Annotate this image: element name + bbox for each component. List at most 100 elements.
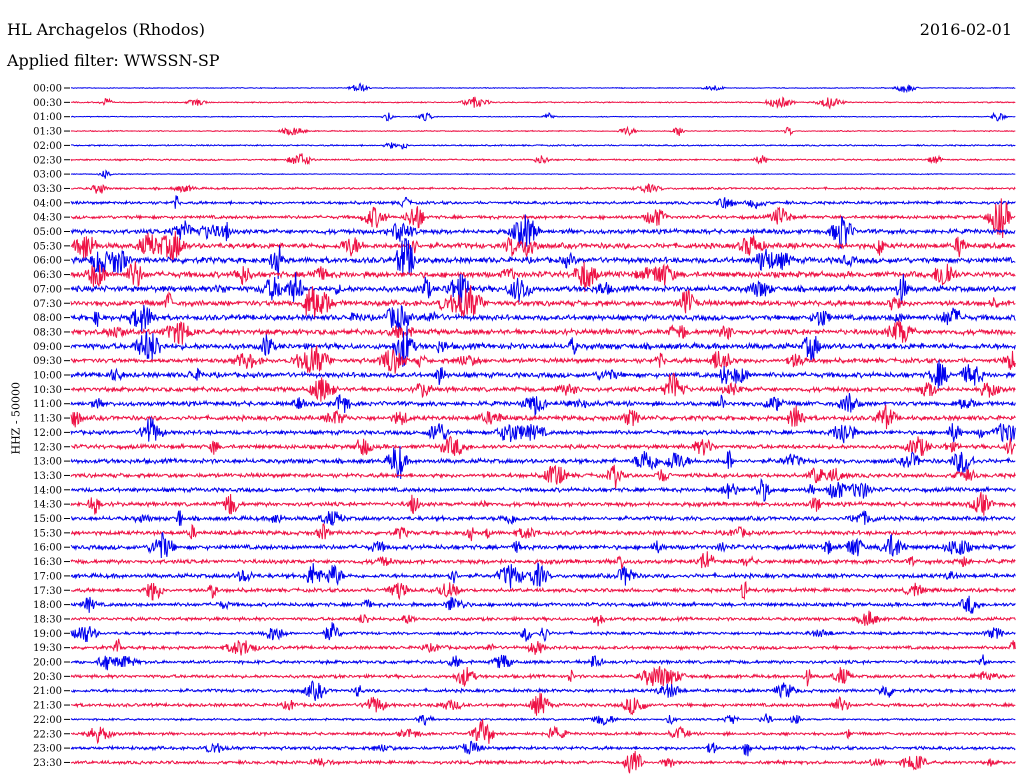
seismic-trace xyxy=(70,750,1016,774)
row-time-label: 23:00 xyxy=(33,744,62,755)
station-title: HL Archagelos (Rhodos) xyxy=(7,20,205,39)
seismic-trace xyxy=(70,183,1016,194)
seismic-trace xyxy=(70,692,1016,716)
seismic-trace xyxy=(70,740,1016,757)
row-time-label: 12:30 xyxy=(33,442,62,453)
row-time-label: 22:00 xyxy=(33,715,62,726)
row-time-label: 11:00 xyxy=(33,399,62,410)
row-time-label: 19:30 xyxy=(33,643,62,654)
seismic-trace xyxy=(70,435,1016,456)
row-time-label: 21:00 xyxy=(33,686,62,697)
row-time-label: 18:30 xyxy=(33,614,62,625)
seismic-trace xyxy=(70,198,1016,239)
row-time-label: 04:30 xyxy=(33,213,62,224)
row-time-label: 02:30 xyxy=(33,155,62,166)
seismic-trace xyxy=(70,551,1016,570)
row-time-label: 22:30 xyxy=(33,729,62,740)
seismic-trace xyxy=(70,82,1016,94)
seismic-trace xyxy=(70,111,1016,122)
row-time-label: 00:30 xyxy=(33,98,62,109)
row-time-label: 05:30 xyxy=(33,241,62,252)
seismic-trace xyxy=(70,580,1016,601)
seismic-trace xyxy=(70,214,1016,250)
seismic-trace xyxy=(70,272,1016,307)
row-time-label: 13:30 xyxy=(33,471,62,482)
seismic-trace xyxy=(70,153,1016,166)
row-time-label: 01:00 xyxy=(33,112,62,123)
seismic-trace xyxy=(70,680,1016,701)
seismic-trace xyxy=(70,125,1016,137)
seismic-trace xyxy=(70,464,1016,489)
seismic-trace xyxy=(70,231,1016,263)
seismic-trace xyxy=(70,638,1016,656)
row-time-label: 17:00 xyxy=(33,571,62,582)
row-time-label: 06:00 xyxy=(33,256,62,267)
row-time-label: 11:30 xyxy=(33,414,62,425)
row-time-label: 09:00 xyxy=(33,342,62,353)
row-time-label: 06:30 xyxy=(33,270,62,281)
seismic-trace xyxy=(70,562,1016,589)
seismic-trace xyxy=(70,285,1016,320)
seismic-trace xyxy=(70,477,1016,502)
seismic-trace xyxy=(70,445,1016,480)
seismic-trace xyxy=(70,666,1016,688)
row-time-label: 21:30 xyxy=(33,701,62,712)
row-time-label: 18:00 xyxy=(33,600,62,611)
row-time-label: 04:00 xyxy=(33,198,62,209)
seismic-trace xyxy=(70,372,1016,402)
row-time-label: 07:00 xyxy=(33,284,62,295)
row-time-label: 16:30 xyxy=(33,557,62,568)
row-time-label: 20:30 xyxy=(33,672,62,683)
row-time-label: 07:30 xyxy=(33,299,62,310)
row-time-label: 10:30 xyxy=(33,385,62,396)
row-time-label: 10:00 xyxy=(33,371,62,382)
seismic-trace xyxy=(70,523,1016,542)
seismic-trace xyxy=(70,719,1016,745)
row-time-label: 23:30 xyxy=(33,758,62,769)
seismic-trace xyxy=(70,392,1016,417)
seismic-trace xyxy=(70,345,1016,374)
row-time-label: 15:30 xyxy=(33,528,62,539)
row-time-label: 01:30 xyxy=(33,127,62,138)
row-time-label: 20:00 xyxy=(33,658,62,669)
row-time-label: 00:00 xyxy=(33,84,62,95)
seismic-trace xyxy=(70,610,1016,627)
seismic-trace xyxy=(70,510,1016,526)
seismic-trace xyxy=(70,713,1016,726)
seismic-trace xyxy=(70,304,1016,334)
seismic-trace xyxy=(70,320,1016,345)
row-time-label: 17:30 xyxy=(33,586,62,597)
row-time-label: 16:00 xyxy=(33,543,62,554)
seismic-trace xyxy=(70,622,1016,643)
seismic-trace xyxy=(70,325,1016,367)
seismic-trace xyxy=(70,195,1016,210)
row-time-label: 12:00 xyxy=(33,428,62,439)
seismic-trace xyxy=(70,416,1016,444)
row-time-label: 03:00 xyxy=(33,170,62,181)
seismic-trace xyxy=(70,491,1016,516)
seismic-trace xyxy=(70,404,1016,430)
seismic-trace xyxy=(70,261,1016,293)
row-time-label: 13:00 xyxy=(33,457,62,468)
seismic-trace xyxy=(70,142,1016,150)
row-time-label: 15:00 xyxy=(33,514,62,525)
row-time-label: 14:00 xyxy=(33,485,62,496)
row-time-label: 14:30 xyxy=(33,500,62,511)
row-time-label: 03:30 xyxy=(33,184,62,195)
filter-label: Applied filter: WWSSN-SP xyxy=(7,51,220,70)
seismic-trace xyxy=(70,595,1016,614)
seismic-trace xyxy=(70,654,1016,671)
seismic-trace xyxy=(70,169,1016,179)
row-time-label: 08:30 xyxy=(33,327,62,338)
row-time-label: 09:30 xyxy=(33,356,62,367)
seismic-trace xyxy=(70,359,1016,389)
seismic-trace xyxy=(70,531,1016,558)
row-time-label: 19:00 xyxy=(33,629,62,640)
row-time-label: 05:00 xyxy=(33,227,62,238)
row-time-label: 02:00 xyxy=(33,141,62,152)
seismic-trace xyxy=(70,96,1016,110)
date-label: 2016-02-01 xyxy=(919,20,1012,39)
row-time-label: 08:00 xyxy=(33,313,62,324)
seismic-trace xyxy=(70,237,1016,280)
